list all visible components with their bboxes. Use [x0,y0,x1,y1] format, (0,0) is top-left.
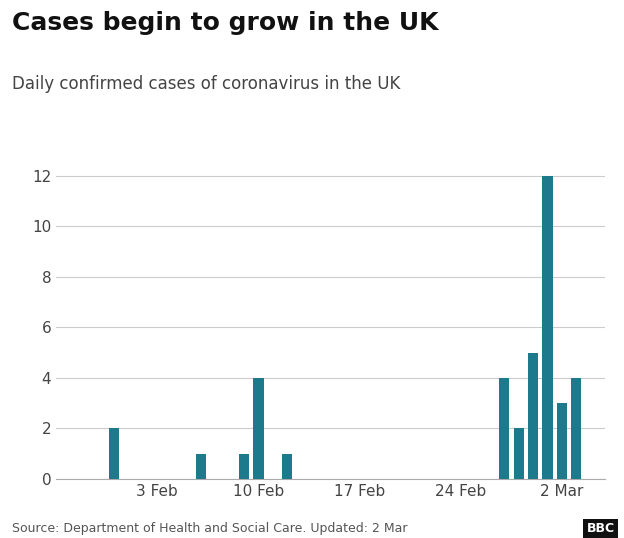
Bar [528,352,538,479]
Bar [542,176,552,479]
Bar [557,403,567,479]
Bar [109,428,119,479]
Text: Source: Department of Health and Social Care. Updated: 2 Mar: Source: Department of Health and Social … [12,522,408,535]
Text: BBC: BBC [587,522,615,535]
Bar [253,378,263,479]
Bar [282,454,293,479]
Bar [499,378,509,479]
Bar [514,428,524,479]
Bar [239,454,249,479]
Text: Daily confirmed cases of coronavirus in the UK: Daily confirmed cases of coronavirus in … [12,75,401,93]
Bar [572,378,582,479]
Bar [195,454,206,479]
Text: Cases begin to grow in the UK: Cases begin to grow in the UK [12,11,439,35]
